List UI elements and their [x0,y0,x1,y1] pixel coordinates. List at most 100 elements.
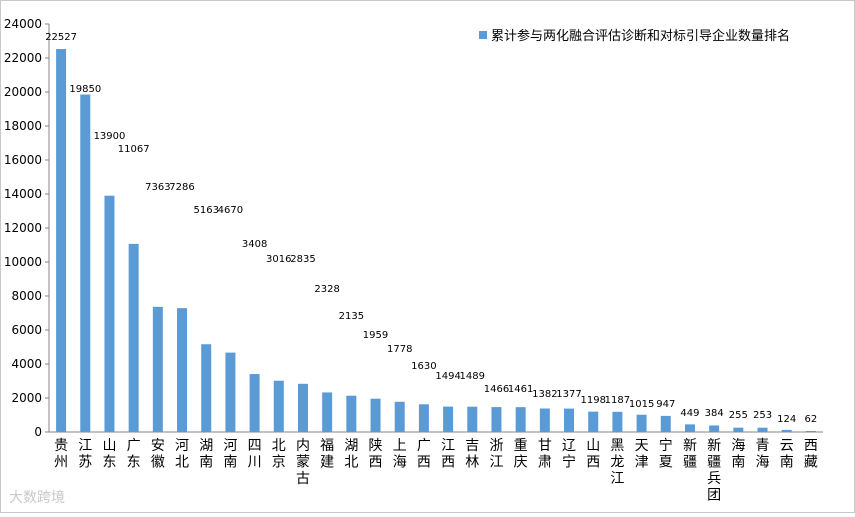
bar [346,395,357,432]
data-label: 947 [656,399,675,410]
data-label: 1778 [387,344,412,355]
x-tick-label: 黑龙江 [610,438,624,487]
x-tick-label: 四川 [248,438,262,471]
bar [588,411,599,432]
x-tick-label: 海南 [731,438,745,471]
x-tick-label: 甘肃 [538,438,552,471]
y-tick-label: 20000 [4,85,42,99]
data-label: 7363 [145,182,170,193]
y-tick-label: 14000 [4,187,42,201]
data-label: 19850 [69,84,101,95]
x-tick-label: 浙江 [489,438,503,471]
x-tick-label: 宁夏 [659,437,673,471]
x-tick-label: 上海 [393,438,407,471]
y-tick-label: 18000 [4,119,42,133]
bar [201,344,212,432]
y-tick-label: 16000 [4,153,42,167]
x-tick-label: 山东 [102,438,116,471]
bar [128,243,139,432]
x-tick-label: 天津 [635,438,649,471]
bar [805,430,816,432]
x-tick-label: 贵州 [54,438,68,471]
data-label: 2135 [339,311,364,322]
data-label: 384 [705,408,724,419]
legend-label: 累计参与两化融合评估诊断和对标引导企业数量排名 [491,28,790,44]
bar [104,195,115,432]
data-label: 449 [680,408,699,419]
x-tick-label: 重庆 [514,438,528,471]
bar [660,415,671,432]
data-label: 1382 [532,389,557,400]
data-label: 1959 [363,330,388,341]
data-label: 2328 [314,284,339,295]
x-tick-label: 陕西 [369,438,383,471]
x-tick-label: 云南 [780,438,794,471]
x-tick-label: 北京 [272,438,286,471]
data-label: 1630 [411,361,436,372]
data-label: 1489 [460,371,485,382]
bar [80,94,91,433]
x-tick-label: 青海 [756,438,770,471]
data-label: 22527 [45,32,77,43]
x-tick-label: 安徽 [151,438,165,471]
bar [467,406,478,432]
y-tick-label: 8000 [11,289,42,303]
bar [564,408,575,432]
data-label: 1466 [484,384,509,395]
y-tick-label: 6000 [11,323,42,337]
y-tick-label: 12000 [4,221,42,235]
x-tick-label: 河南 [223,438,237,471]
x-tick-label: 新疆兵团 [707,438,721,504]
bar [757,427,768,432]
bar [418,404,429,432]
data-label: 1187 [605,395,630,406]
bar [612,411,623,432]
y-axis-ticks: 0 2000 4000 6000 8000 10000 12000 14000 16000 180… [4,17,49,439]
bar [539,408,550,432]
bar [177,308,188,432]
x-tick-label: 江苏 [78,438,92,471]
data-label: 7286 [169,182,194,193]
bar [273,380,284,432]
data-label: 1494 [435,371,460,382]
x-tick-label: 辽宁 [562,438,576,471]
x-tick-label: 内蒙古 [296,438,310,487]
bar [297,383,308,432]
bar [733,427,744,432]
bar [491,407,502,432]
bar [709,425,720,432]
x-tick-label: 广西 [417,438,431,471]
x-axis-labels: 贵州江苏山东广东安徽河北湖南河南四川北京内蒙古福建湖北陕西上海广西江西吉林浙江重… [54,437,818,504]
bar [394,401,405,432]
bar [322,392,333,432]
data-label: 11067 [118,144,150,155]
bar [684,424,695,432]
bar [56,49,67,432]
x-tick-label: 福建 [320,438,334,471]
bar [443,406,454,432]
data-label: 1015 [629,399,654,410]
bar [152,306,163,432]
data-label: 253 [753,410,772,421]
y-tick-label: 0 [34,425,42,439]
x-tick-label: 山西 [586,438,600,471]
data-label: 3408 [242,239,267,250]
bar [225,352,236,432]
bars [56,49,816,433]
x-tick-label: 新疆 [683,438,697,471]
data-label: 124 [777,414,796,425]
data-label: 4670 [218,205,243,216]
data-label: 62 [805,414,818,425]
x-tick-label: 江西 [441,438,455,471]
data-label: 1198 [580,395,605,406]
bar [515,407,526,432]
data-label: 5163 [193,205,218,216]
legend-swatch [479,31,487,39]
x-tick-label: 吉林 [465,438,479,471]
y-tick-label: 24000 [4,17,42,31]
bar [249,374,260,432]
y-tick-label: 4000 [11,357,42,371]
